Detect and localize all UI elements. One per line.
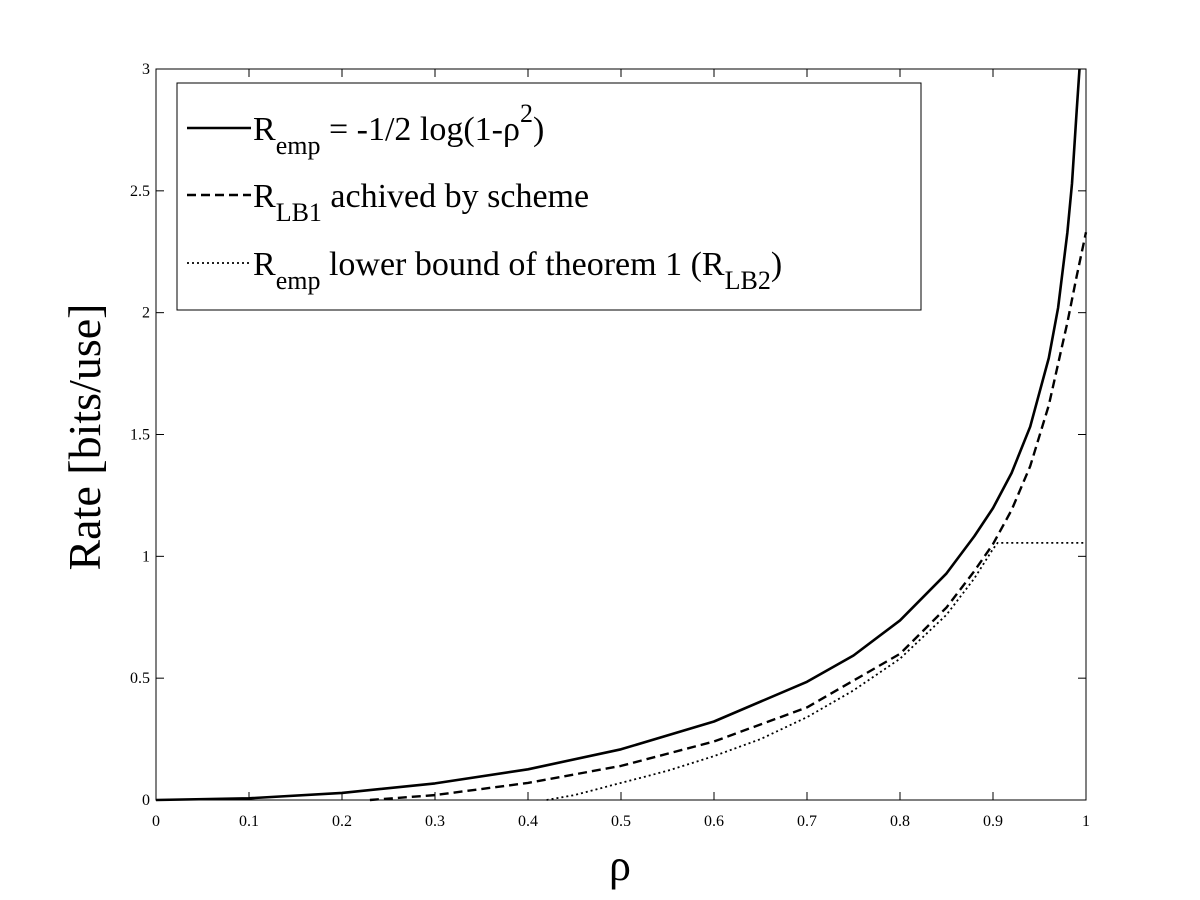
x-tick-label: 0.1 bbox=[239, 813, 259, 830]
legend-label: RLB1 achived by scheme bbox=[253, 178, 589, 227]
series-line-solid bbox=[155, 68, 1081, 802]
y-tick-label: 1.5 bbox=[130, 427, 150, 444]
y-axis-label: Rate [bits/use] bbox=[59, 304, 110, 571]
legend-label-part: LB2 bbox=[725, 266, 771, 295]
legend-label-part: emp bbox=[276, 266, 321, 295]
plot-lines bbox=[155, 68, 1088, 802]
ticks bbox=[155, 68, 1087, 801]
legend-label-part: R bbox=[253, 111, 276, 148]
y-tick-label: 0 bbox=[142, 792, 150, 809]
legend-label-part: LB1 bbox=[276, 198, 322, 227]
legend-label-part: R bbox=[253, 246, 276, 283]
x-axis-label: ρ bbox=[609, 841, 631, 890]
x-tick-label: 0.8 bbox=[890, 813, 910, 830]
x-tick-label: 0.2 bbox=[332, 813, 352, 830]
y-tick-label: 1 bbox=[142, 548, 150, 565]
legend-label-part: lower bound of theorem 1 (R bbox=[320, 246, 724, 283]
x-tick-label: 0.5 bbox=[611, 813, 631, 830]
x-tick-label: 0.9 bbox=[983, 813, 1003, 830]
x-tick-label: 0.4 bbox=[518, 813, 538, 830]
tick-labels: 0 0.1 0.2 0.3 0.4 0.5 0.6 0.7 0.8 0.9 1 0 0.5 1 1.5 2 2.… bbox=[130, 61, 1090, 830]
legend-label-part: achived by scheme bbox=[322, 178, 589, 215]
legend-label-part: R bbox=[253, 178, 276, 215]
legend-entries: Remp = -1/2 log(1-ρ2)RLB1 achived by sch… bbox=[187, 99, 782, 295]
y-tick-label: 2.5 bbox=[130, 183, 150, 200]
legend-label-part: ) bbox=[533, 111, 544, 148]
series-line-dashed bbox=[369, 232, 1088, 802]
x-tick-label: 0.7 bbox=[797, 813, 817, 830]
legend-label-part: 2 bbox=[520, 99, 533, 128]
legend-label: Remp lower bound of theorem 1 (RLB2) bbox=[253, 246, 782, 295]
x-tick-label: 0 bbox=[152, 813, 160, 830]
y-tick-label: 3 bbox=[142, 61, 150, 78]
legend-label: Remp = -1/2 log(1-ρ2) bbox=[253, 99, 544, 160]
legend-label-part: ) bbox=[771, 246, 782, 283]
y-tick-label: 2 bbox=[142, 305, 150, 322]
x-tick-label: 0.6 bbox=[704, 813, 724, 830]
series-line-dotted bbox=[546, 542, 1086, 801]
legend: Remp = -1/2 log(1-ρ2)RLB1 achived by sch… bbox=[176, 82, 922, 311]
y-tick-label: 0.5 bbox=[130, 670, 150, 687]
legend-label-part: = -1/2 log(1-ρ bbox=[320, 111, 520, 148]
legend-label-part: emp bbox=[276, 131, 321, 160]
x-tick-label: 0.3 bbox=[425, 813, 445, 830]
x-tick-label: 1 bbox=[1082, 813, 1090, 830]
legend-box bbox=[176, 82, 922, 311]
